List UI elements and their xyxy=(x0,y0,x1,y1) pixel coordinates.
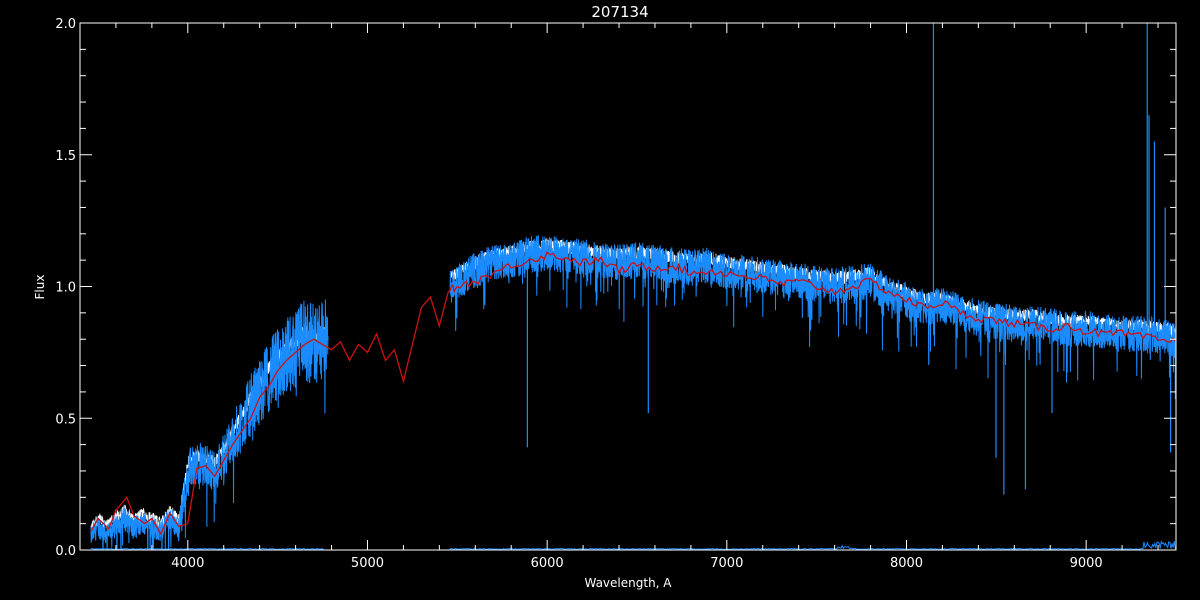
chart-title: 207134 xyxy=(591,3,648,21)
plot-area xyxy=(90,23,1176,550)
y-tick-label: 1.5 xyxy=(55,149,76,164)
model-spectrum-line-0 xyxy=(90,251,1176,536)
x-tick-label: 6000 xyxy=(531,556,564,571)
x-tick-label: 8000 xyxy=(890,556,923,571)
error-spectrum xyxy=(90,539,1176,550)
y-tick-label: 0.5 xyxy=(55,412,76,427)
y-axis-label: Flux xyxy=(33,275,47,300)
x-tick-label: 7000 xyxy=(710,556,743,571)
x-tick-label: 4000 xyxy=(171,556,204,571)
observed-spectrum-segment-0 xyxy=(90,299,329,550)
plot-frame xyxy=(79,22,1177,551)
y-tick-label: 0.0 xyxy=(55,544,76,559)
y-tick-label: 1.0 xyxy=(55,281,76,296)
x-tick-label: 5000 xyxy=(351,556,384,571)
y-tick-label: 2.0 xyxy=(55,17,76,32)
x-tick-label: 9000 xyxy=(1070,556,1103,571)
observed-spectrum-segment-1 xyxy=(449,235,1176,400)
x-axis-label: Wavelength, A xyxy=(584,576,672,590)
